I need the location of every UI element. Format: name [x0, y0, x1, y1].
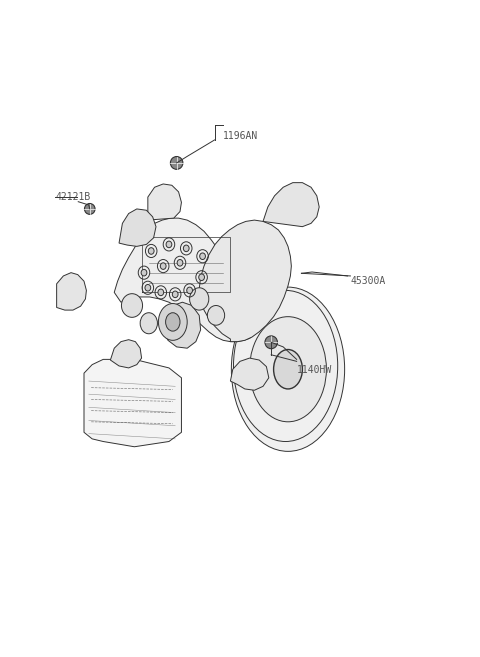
Text: 1196AN: 1196AN [223, 131, 258, 141]
Polygon shape [263, 183, 319, 227]
Ellipse shape [231, 287, 345, 451]
Ellipse shape [84, 204, 95, 214]
Text: 45300A: 45300A [350, 275, 385, 286]
Ellipse shape [265, 336, 277, 349]
Text: 42121B: 42121B [55, 192, 90, 202]
Polygon shape [199, 220, 291, 342]
Ellipse shape [166, 241, 172, 248]
Ellipse shape [121, 294, 143, 317]
Ellipse shape [140, 313, 157, 334]
Ellipse shape [160, 263, 166, 269]
Ellipse shape [199, 274, 204, 281]
Polygon shape [148, 184, 181, 220]
Ellipse shape [250, 317, 326, 422]
Polygon shape [84, 359, 181, 447]
Ellipse shape [148, 248, 154, 254]
Ellipse shape [145, 284, 151, 291]
Polygon shape [163, 302, 201, 348]
Ellipse shape [274, 350, 302, 389]
Ellipse shape [177, 260, 183, 266]
Ellipse shape [207, 306, 225, 325]
Ellipse shape [190, 288, 209, 310]
Polygon shape [110, 340, 142, 368]
Ellipse shape [158, 304, 187, 340]
Ellipse shape [141, 269, 147, 276]
Polygon shape [230, 358, 269, 390]
Ellipse shape [166, 313, 180, 331]
Polygon shape [119, 209, 156, 246]
Text: 1140HW: 1140HW [297, 365, 332, 375]
Ellipse shape [172, 291, 178, 298]
Ellipse shape [170, 156, 183, 170]
Ellipse shape [158, 289, 164, 296]
Polygon shape [114, 218, 258, 342]
Ellipse shape [200, 253, 205, 260]
Ellipse shape [183, 245, 189, 252]
Polygon shape [57, 273, 86, 310]
Ellipse shape [187, 287, 192, 294]
